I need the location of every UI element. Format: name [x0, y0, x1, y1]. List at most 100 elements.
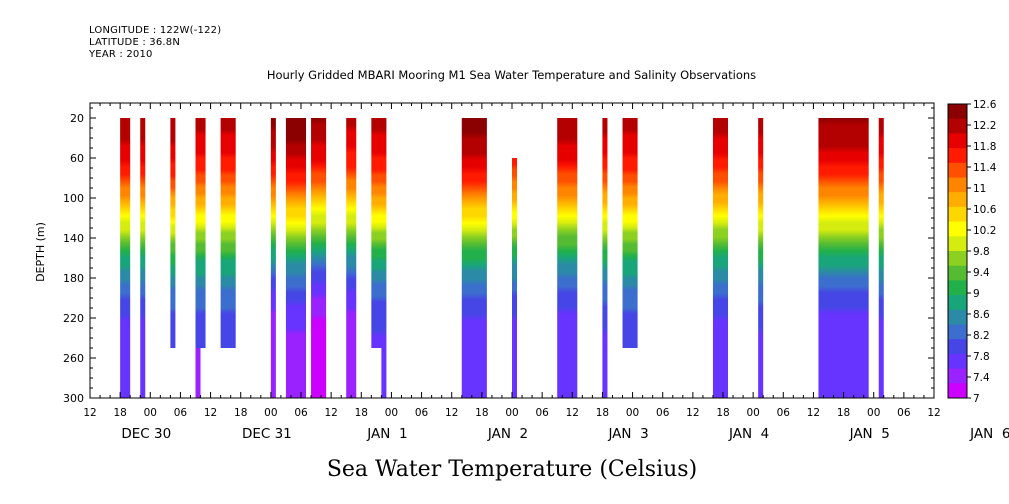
x-tick-label: 00: [867, 407, 880, 419]
data-column: [346, 118, 357, 398]
x-tick-label: 00: [264, 407, 277, 419]
data-column: [758, 118, 764, 398]
y-tick-label: 220: [63, 312, 84, 325]
x-tick-label: 18: [716, 407, 729, 419]
data-column: [195, 348, 201, 398]
chart-title: Hourly Gridded MBARI Mooring M1 Sea Wate…: [266, 68, 757, 82]
x-tick-label: 00: [505, 407, 518, 419]
y-tick-label: 180: [63, 272, 84, 285]
x-day-label: JAN 5: [849, 426, 890, 442]
colorbar-label: 7: [973, 393, 980, 405]
data-column: [381, 348, 387, 398]
data-column: [622, 118, 638, 348]
colorbar-label: 11: [973, 183, 986, 195]
x-tick-label: 12: [324, 407, 337, 419]
colorbar-swatch: [948, 162, 967, 178]
y-axis-label: DEPTH (m): [34, 222, 47, 282]
x-tick-label: 06: [777, 407, 791, 419]
x-axis: 12 18 00 06 12 18 00 06 12 18 00 06 12 18 00 06 12 18 00 06…: [83, 103, 1009, 442]
x-tick-label: 00: [746, 407, 759, 419]
colorbar-swatch: [948, 251, 967, 267]
colorbar-label: 9: [973, 288, 980, 300]
colorbar-swatch: [948, 368, 967, 384]
data-columns: [120, 118, 884, 398]
colorbar-swatch: [948, 265, 967, 281]
x-tick-label: 18: [234, 407, 247, 419]
y-tick-label: 300: [63, 392, 84, 405]
x-tick-label: 12: [445, 407, 458, 419]
x-day-label: JAN 4: [728, 426, 769, 442]
x-tick-label: 00: [144, 407, 157, 419]
colorbar-swatch: [948, 177, 967, 193]
y-tick-label: 20: [70, 112, 84, 125]
colorbar-swatch: [948, 353, 967, 370]
data-column: [712, 118, 729, 398]
x-day-label: JAN 1: [366, 426, 407, 442]
x-tick-label: 06: [897, 407, 911, 419]
colorbar-swatch: [948, 339, 967, 355]
x-tick-label: 18: [113, 407, 126, 419]
data-column: [602, 118, 608, 398]
colorbar-label: 9.8: [973, 246, 990, 258]
colorbar-swatch: [948, 192, 967, 208]
colorbar-label: 11.8: [973, 141, 996, 153]
data-column: [140, 118, 146, 398]
data-column: [170, 118, 176, 348]
y-axis: 20 60 100 140 180 220 260 300: [63, 107, 934, 405]
x-day-label: DEC 30: [121, 426, 171, 442]
x-tick-label: 12: [927, 407, 940, 419]
x-tick-label: 06: [535, 407, 549, 419]
colorbar-label: 12.2: [973, 120, 996, 132]
colorbar-swatch: [948, 206, 967, 223]
x-tick-label: 06: [415, 407, 429, 419]
colorbar-swatch: [948, 236, 967, 252]
y-tick-label: 100: [63, 192, 84, 205]
data-column: [120, 118, 131, 398]
latitude-label: LATITUDE : 36.8N: [89, 37, 181, 48]
colorbar-label: 8.2: [973, 330, 990, 342]
x-tick-label: 18: [596, 407, 609, 419]
colorbar-swatch: [948, 118, 967, 134]
year-label: YEAR : 2010: [89, 49, 153, 60]
colorbar-swatch: [948, 309, 967, 325]
colorbar: 12.6 12.2 11.8 11.4 11 10.6 10.2 9.8 9.4 9 8.6 8.2 7…: [947, 99, 997, 405]
colorbar-label: 8.6: [973, 309, 990, 321]
data-column: [878, 118, 884, 398]
colorbar-label: 7.8: [973, 351, 990, 363]
y-tick-label: 260: [63, 352, 84, 365]
x-day-label: JAN 3: [607, 426, 648, 442]
colorbar-swatch: [948, 221, 967, 237]
x-tick-label: 18: [837, 407, 850, 419]
x-tick-label: 18: [355, 407, 368, 419]
x-day-label: JAN 6: [969, 426, 1009, 442]
x-tick-label: 12: [83, 407, 96, 419]
data-column: [285, 118, 307, 398]
colorbar-swatch: [948, 383, 967, 399]
y-tick-label: 140: [63, 232, 84, 245]
x-axis-label: Sea Water Temperature (Celsius): [327, 457, 697, 482]
x-day-label: JAN 2: [487, 426, 528, 442]
colorbar-label: 7.4: [973, 372, 990, 384]
data-column: [818, 118, 869, 398]
data-column: [371, 118, 387, 348]
y-tick-label: 60: [70, 152, 84, 165]
colorbar-swatch: [948, 280, 967, 296]
colorbar-swatch: [948, 295, 967, 311]
x-tick-label: 12: [686, 407, 699, 419]
data-column: [270, 118, 276, 398]
data-column: [557, 118, 578, 398]
colorbar-label: 9.4: [973, 267, 990, 279]
x-tick-label: 06: [174, 407, 188, 419]
data-column: [195, 118, 206, 348]
colorbar-label: 11.4: [973, 162, 997, 174]
colorbar-swatch: [948, 148, 967, 164]
data-column: [461, 118, 487, 398]
x-tick-label: 00: [626, 407, 639, 419]
x-tick-label: 12: [807, 407, 820, 419]
colorbar-swatch: [948, 133, 967, 149]
data-column: [512, 158, 518, 398]
x-tick-label: 00: [385, 407, 398, 419]
colorbar-swatch: [948, 104, 967, 120]
x-tick-label: 06: [294, 407, 308, 419]
